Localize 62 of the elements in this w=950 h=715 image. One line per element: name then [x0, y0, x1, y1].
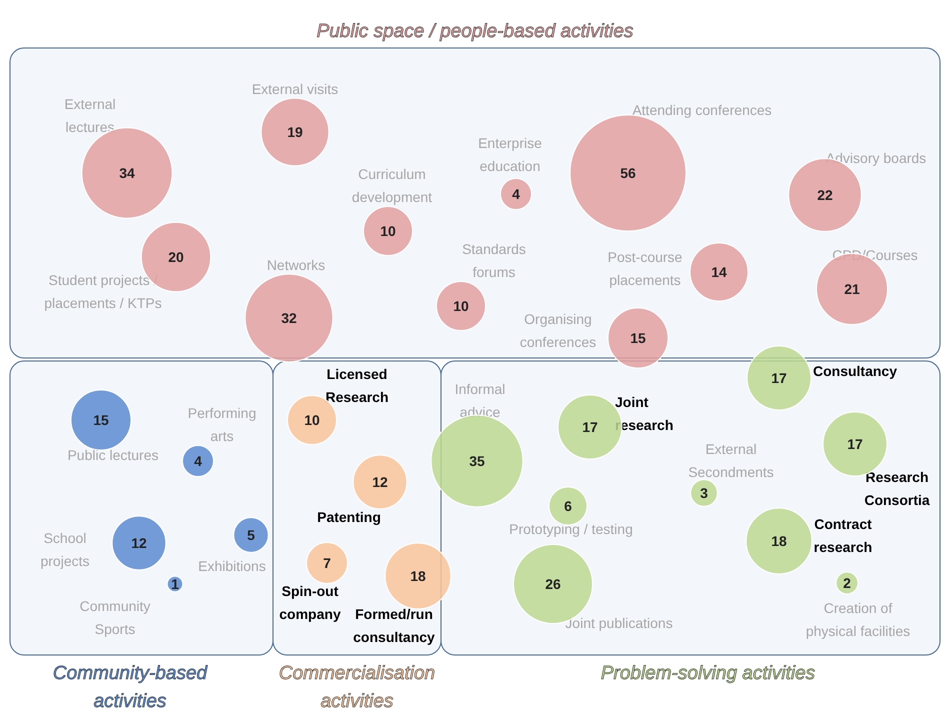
data-label: 18: [771, 532, 787, 549]
data-label: 12: [372, 474, 388, 490]
category-label: Formed/run consultancy: [353, 606, 436, 645]
data-label: 15: [93, 412, 109, 428]
category-label: CPD/Courses: [832, 247, 918, 263]
data-label: 15: [630, 330, 646, 346]
category-label: Research Consortia: [864, 469, 930, 508]
data-label: 18: [410, 568, 426, 584]
data-label: 17: [847, 436, 863, 452]
data-label: 19: [287, 124, 303, 140]
category-label: Joint publications: [565, 615, 673, 631]
data-label: 56: [620, 164, 636, 181]
category-label: Prototyping / testing: [509, 521, 633, 537]
data-label: 6: [564, 498, 572, 514]
category-label: Community Sports: [80, 598, 150, 637]
text: Public space / people-based activities: [316, 21, 634, 42]
data-label: 1: [171, 576, 180, 592]
category-label: Creation of physical facilities: [806, 600, 910, 639]
data-label: 17: [582, 418, 598, 435]
category-label: Advisory boards: [826, 150, 926, 166]
data-label: 21: [844, 280, 860, 297]
data-label: 17: [771, 370, 787, 386]
category-label: Enterprise education: [478, 135, 542, 174]
category-label: Licensed Research: [325, 366, 389, 405]
category-label: Curriculum development: [352, 166, 432, 205]
category-label: Consultancy: [812, 363, 898, 379]
data-label: 14: [711, 264, 727, 280]
category-label: External Secondments: [688, 441, 774, 480]
category-label: Joint research: [615, 394, 674, 433]
data-label: 26: [545, 576, 561, 592]
category-label: Contract research: [814, 516, 872, 555]
category-label: Attending conferences: [632, 102, 772, 118]
category-label: Standards forums: [462, 241, 526, 280]
data-label: 7: [323, 554, 332, 571]
text: Community-based activities: [52, 663, 209, 712]
data-label: 35: [469, 452, 485, 469]
category-label: School projects: [40, 530, 90, 569]
data-label: 32: [281, 310, 297, 326]
data-label: 10: [380, 222, 396, 239]
data-label: 34: [119, 164, 135, 181]
data-label: 2: [843, 574, 852, 591]
data-label: 3: [700, 484, 708, 501]
data-label: 5: [247, 526, 256, 543]
category-label: Public lectures: [67, 447, 159, 463]
data-label: 10: [304, 412, 320, 428]
data-label: 22: [817, 186, 833, 203]
category-label: Spin-out company: [279, 583, 341, 622]
category-label: Performing arts: [188, 405, 256, 444]
text: Problem-solving activities: [600, 663, 816, 684]
category-label: Post-course placements: [608, 249, 683, 288]
category-label: External visits: [252, 81, 338, 97]
category-label: Organising conferences: [520, 311, 596, 350]
category-label: Patenting: [317, 509, 381, 525]
text: Commercialisation activities: [278, 663, 436, 712]
category-label: Exhibitions: [198, 558, 266, 574]
data-label: 4: [194, 452, 202, 469]
data-label: 20: [168, 248, 184, 265]
category-label: Networks: [266, 257, 326, 273]
data-label: 12: [131, 534, 147, 551]
data-label: 10: [453, 298, 469, 314]
category-label: External lectures: [64, 96, 116, 135]
data-label: 4: [512, 186, 520, 202]
